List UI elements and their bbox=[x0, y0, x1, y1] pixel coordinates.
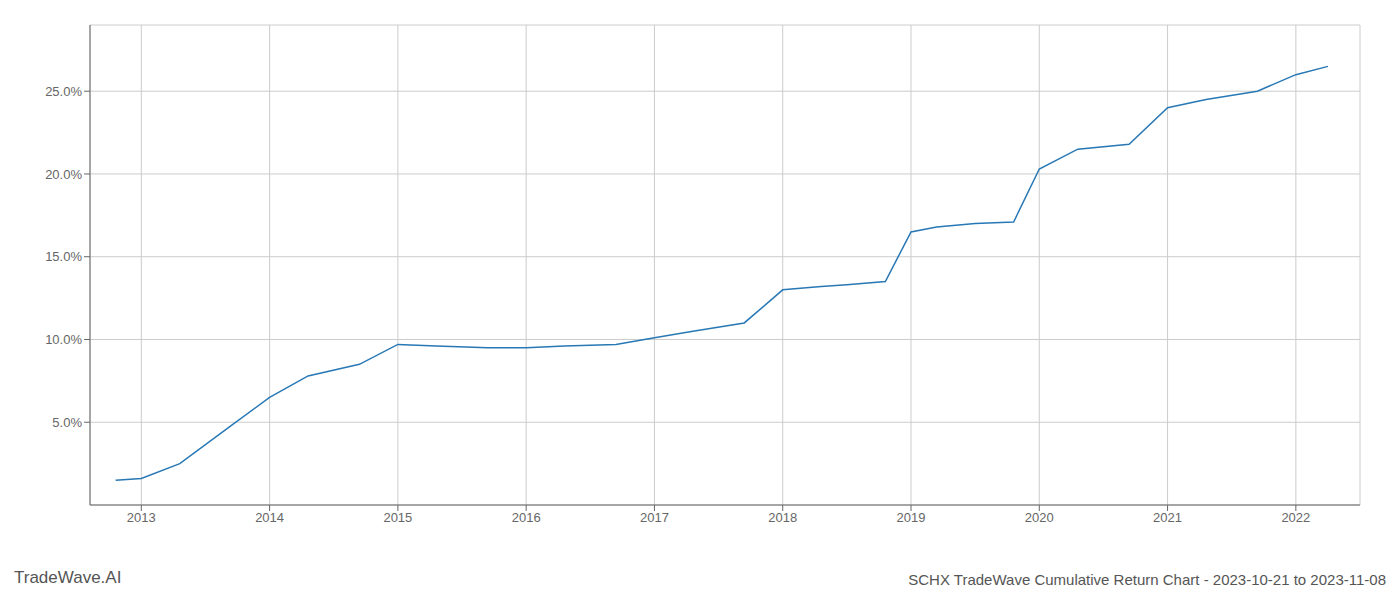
svg-text:5.0%: 5.0% bbox=[52, 415, 82, 430]
svg-text:2013: 2013 bbox=[127, 510, 156, 525]
svg-text:2017: 2017 bbox=[640, 510, 669, 525]
svg-text:2014: 2014 bbox=[255, 510, 284, 525]
svg-text:2018: 2018 bbox=[768, 510, 797, 525]
svg-text:2022: 2022 bbox=[1281, 510, 1310, 525]
svg-text:15.0%: 15.0% bbox=[45, 249, 82, 264]
svg-text:2016: 2016 bbox=[512, 510, 541, 525]
svg-text:20.0%: 20.0% bbox=[45, 167, 82, 182]
svg-text:2020: 2020 bbox=[1025, 510, 1054, 525]
html-text:TradeWave.AI: TradeWave.AI bbox=[14, 568, 122, 587]
svg-text:2021: 2021 bbox=[1153, 510, 1182, 525]
svg-text:2015: 2015 bbox=[383, 510, 412, 525]
svg-text:25.0%: 25.0% bbox=[45, 84, 82, 99]
svg-text:2019: 2019 bbox=[897, 510, 926, 525]
svg-text:10.0%: 10.0% bbox=[45, 332, 82, 347]
html-text:SCHX TradeWave Cumulative Retu: SCHX TradeWave Cumulative Return Chart -… bbox=[908, 571, 1386, 588]
